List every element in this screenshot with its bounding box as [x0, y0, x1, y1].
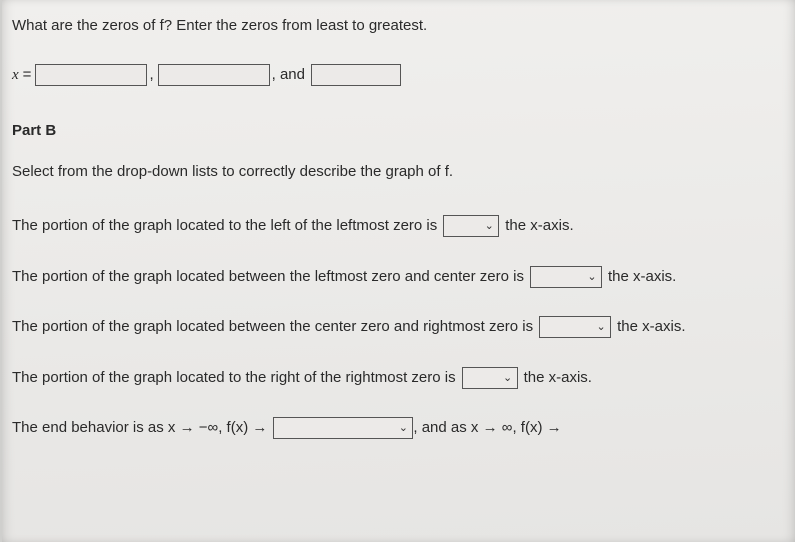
dropdown-leftmost-to-center[interactable]: ⌄: [530, 266, 602, 288]
line-3: The portion of the graph located between…: [12, 316, 783, 339]
dropdown-left-of-leftmost[interactable]: ⌄: [443, 215, 499, 237]
chevron-down-icon: ⌄: [585, 269, 599, 286]
part-b-label: Part B: [12, 120, 783, 143]
line-5-b: , and as x → ∞, f(x) →: [413, 417, 561, 440]
line-5-a: The end behavior is as x → −∞, f(x) →: [12, 417, 267, 440]
line-4-post: the x-axis.: [524, 367, 592, 390]
line-2-post: the x-axis.: [608, 266, 676, 289]
line-3-post: the x-axis.: [617, 316, 685, 339]
separator-1: ,: [149, 64, 153, 87]
chevron-down-icon: ⌄: [501, 370, 515, 387]
chevron-down-icon: ⌄: [482, 218, 496, 235]
line-2-pre: The portion of the graph located between…: [12, 266, 524, 289]
chevron-down-icon: ⌄: [396, 420, 410, 437]
part-b-instruction: Select from the drop-down lists to corre…: [12, 161, 453, 184]
chevron-down-icon: ⌄: [594, 319, 608, 336]
zero-input-2[interactable]: [158, 64, 270, 86]
line-4: The portion of the graph located to the …: [12, 367, 783, 390]
worksheet-page: What are the zeros of f? Enter the zeros…: [0, 0, 795, 542]
line-3-pre: The portion of the graph located between…: [12, 316, 533, 339]
line-5: The end behavior is as x → −∞, f(x) → ⌄ …: [12, 417, 783, 440]
question-zeros: What are the zeros of f? Enter the zeros…: [12, 15, 783, 38]
zero-input-1[interactable]: [35, 64, 147, 86]
dropdown-center-to-rightmost[interactable]: ⌄: [539, 316, 611, 338]
dropdown-right-of-rightmost[interactable]: ⌄: [462, 367, 518, 389]
line-4-pre: The portion of the graph located to the …: [12, 367, 456, 390]
line-1-pre: The portion of the graph located to the …: [12, 215, 437, 238]
line-1: The portion of the graph located to the …: [12, 215, 783, 238]
equals-sign: =: [23, 64, 32, 87]
question-text: What are the zeros of f? Enter the zeros…: [12, 15, 427, 38]
separator-2: , and: [272, 64, 305, 87]
zeros-input-row: x = , , and: [12, 64, 783, 87]
line-1-post: the x-axis.: [505, 215, 573, 238]
line-2: The portion of the graph located between…: [12, 266, 783, 289]
dropdown-end-behavior-neg-inf[interactable]: ⌄: [273, 417, 413, 439]
zero-input-3[interactable]: [311, 64, 401, 86]
variable-x: x: [12, 64, 19, 87]
part-b-instruction-row: Select from the drop-down lists to corre…: [12, 161, 783, 184]
